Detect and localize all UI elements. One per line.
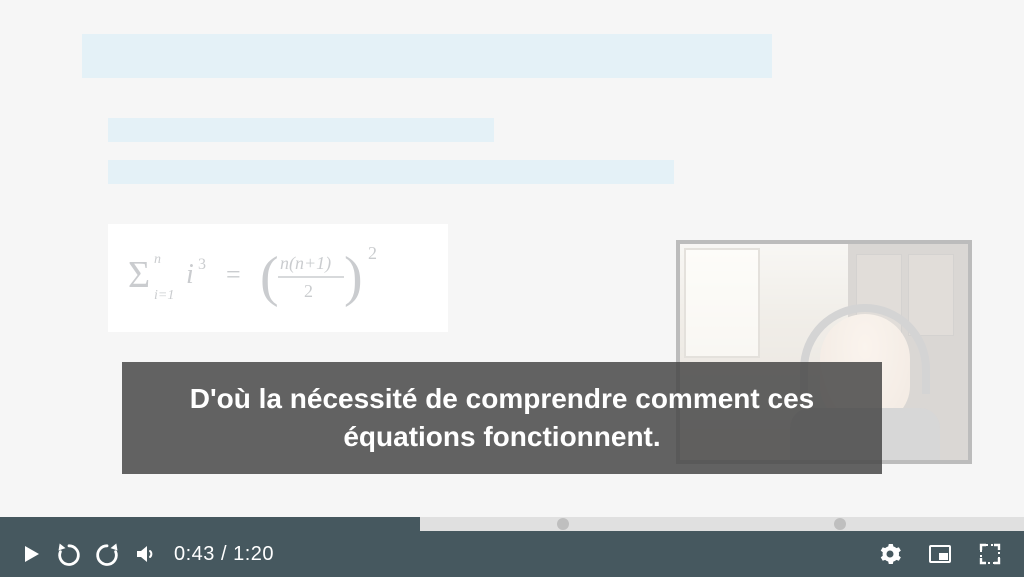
play-icon <box>19 542 43 566</box>
replay-icon <box>55 540 83 568</box>
forward-button[interactable] <box>88 535 126 573</box>
pip-button[interactable] <box>918 535 962 573</box>
svg-text:i: i <box>186 259 194 290</box>
settings-button[interactable] <box>868 535 912 573</box>
svg-text:3: 3 <box>198 256 206 273</box>
slide-area: Σ n i=1 i 3 = ( n(n+1) 2 ) 2 <box>0 0 1024 517</box>
formula-svg: Σ n i=1 i 3 = ( n(n+1) 2 ) 2 <box>128 233 428 323</box>
duration: 1:20 <box>233 543 274 565</box>
progress-fill <box>0 517 420 531</box>
slide-highlight-1 <box>82 34 772 78</box>
volume-button[interactable] <box>126 535 164 573</box>
slide-highlight-2 <box>108 118 494 142</box>
replay-button[interactable] <box>50 535 88 573</box>
caption-text: D'où la nécessité de comprendre comment … <box>190 383 814 452</box>
fullscreen-icon <box>978 542 1002 566</box>
slide-highlight-3 <box>108 160 674 184</box>
svg-text:i=1: i=1 <box>154 288 174 303</box>
controls-right <box>868 535 1012 573</box>
svg-text:2: 2 <box>368 243 377 263</box>
progress-bar[interactable] <box>0 517 1024 531</box>
svg-text:Σ: Σ <box>128 254 150 296</box>
svg-text:(: ( <box>260 246 279 308</box>
time-separator: / <box>215 543 233 565</box>
svg-text:n: n <box>154 252 161 267</box>
svg-text:): ) <box>344 246 363 308</box>
progress-marker-2[interactable] <box>834 518 846 530</box>
volume-icon <box>133 542 157 566</box>
progress-marker-1[interactable] <box>557 518 569 530</box>
controls-bar: 0:43 / 1:20 <box>0 531 1024 577</box>
pip-icon <box>928 542 952 566</box>
play-button[interactable] <box>12 535 50 573</box>
forward-icon <box>93 540 121 568</box>
svg-text:n(n+1): n(n+1) <box>280 253 331 274</box>
svg-text:2: 2 <box>304 281 313 301</box>
svg-text:=: = <box>226 260 241 289</box>
current-time: 0:43 <box>174 543 215 565</box>
time-display: 0:43 / 1:20 <box>174 543 274 566</box>
fullscreen-button[interactable] <box>968 535 1012 573</box>
formula-box: Σ n i=1 i 3 = ( n(n+1) 2 ) 2 <box>108 224 448 332</box>
video-player: Σ n i=1 i 3 = ( n(n+1) 2 ) 2 <box>0 0 1024 577</box>
gear-icon <box>878 542 902 566</box>
caption-box: D'où la nécessité de comprendre comment … <box>122 362 882 474</box>
